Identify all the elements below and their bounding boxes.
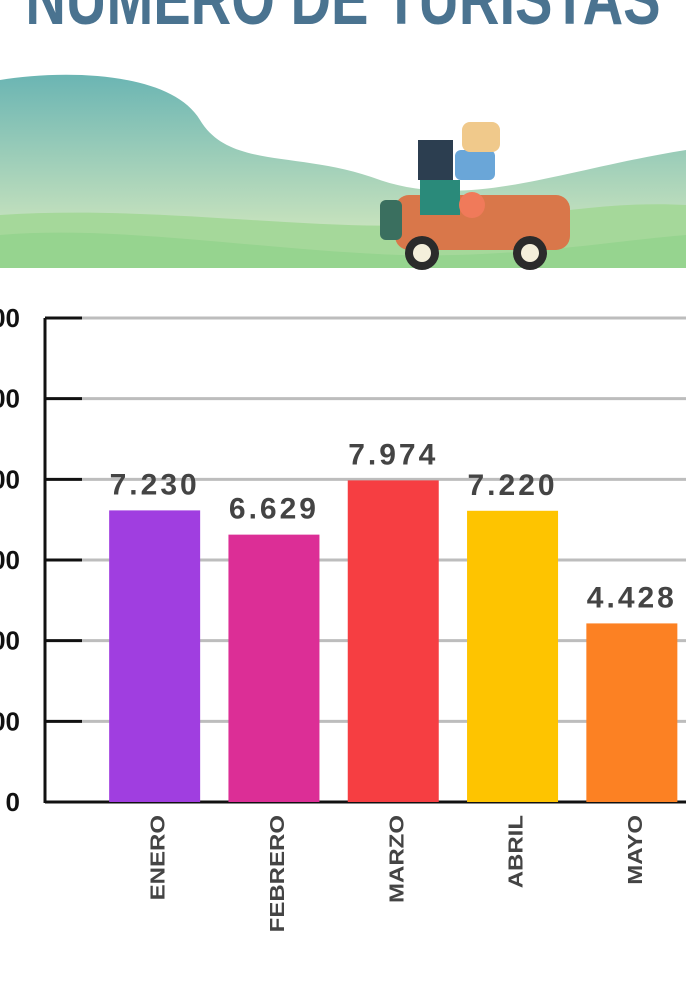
bar bbox=[467, 510, 559, 802]
y-tick-label: 12.000 bbox=[0, 303, 20, 333]
bar bbox=[586, 623, 678, 802]
chart-title: NÚMERO DE TURISTAS bbox=[25, 0, 660, 40]
value-label: 6.629 bbox=[229, 493, 319, 526]
value-label: 4.428 bbox=[587, 581, 677, 614]
bar bbox=[228, 534, 320, 802]
y-tick-label: 2.000 bbox=[0, 706, 20, 736]
car-illustration bbox=[380, 122, 570, 270]
x-tick-label: ABRIL bbox=[504, 815, 527, 888]
y-tick-label: 8.000 bbox=[0, 464, 20, 494]
x-tick-label: ENERO bbox=[146, 815, 169, 900]
landscape bbox=[0, 74, 686, 269]
x-tick-label: MARZO bbox=[385, 815, 408, 903]
value-label: 7.220 bbox=[468, 469, 558, 502]
bar bbox=[109, 510, 201, 802]
y-tick-label: 10.000 bbox=[0, 384, 20, 414]
y-tick-label: 4.000 bbox=[0, 626, 20, 656]
x-tick-label: MAYO bbox=[624, 815, 647, 885]
value-label: 7.974 bbox=[348, 438, 438, 471]
y-tick-label: 0 bbox=[6, 787, 20, 817]
value-label: 7.230 bbox=[110, 468, 200, 501]
y-tick-label: 6.000 bbox=[0, 545, 20, 575]
bar bbox=[347, 480, 439, 802]
x-tick-label: FEBRERO bbox=[266, 815, 289, 932]
